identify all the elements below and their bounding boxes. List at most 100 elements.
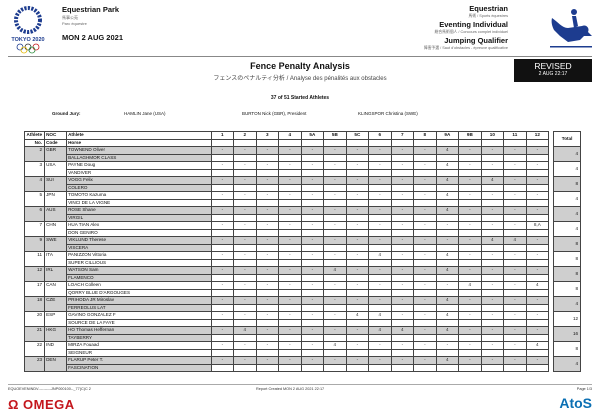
penalty-blank-cell bbox=[278, 258, 302, 267]
header-athlete-no-2: No. bbox=[24, 138, 45, 147]
penalty-blank-cell bbox=[323, 153, 347, 162]
penalty-cell: - bbox=[255, 311, 280, 320]
started-athletes: 37 of 51 Started Athletes bbox=[270, 95, 330, 101]
athlete-no: 23 bbox=[24, 356, 45, 372]
penalty-blank-cell bbox=[233, 363, 257, 372]
penalty-blank-cell bbox=[278, 213, 302, 222]
penalty-cell: - bbox=[413, 296, 437, 305]
penalty-cell: - bbox=[233, 206, 257, 215]
penalty-cell: - bbox=[255, 236, 280, 245]
penalty-cell: - bbox=[390, 311, 415, 320]
penalty-cell: - bbox=[323, 146, 347, 155]
omega-logo: Ω OMEGA bbox=[8, 397, 75, 412]
penalty-cell: 4 bbox=[435, 266, 460, 275]
penalty-cell: - bbox=[323, 161, 347, 170]
athlete-no: 22 bbox=[24, 341, 45, 357]
penalty-blank-cell bbox=[503, 273, 527, 282]
penalty-blank-cell bbox=[323, 198, 347, 207]
penalty-cell: - bbox=[255, 191, 280, 200]
penalty-blank-cell bbox=[278, 228, 302, 237]
penalty-blank-cell bbox=[345, 243, 370, 252]
penalty-blank-cell bbox=[503, 213, 527, 222]
noc-code: JPN bbox=[43, 191, 67, 207]
penalty-cell: - bbox=[503, 281, 527, 290]
penalty-blank-cell bbox=[345, 228, 370, 237]
penalty-cell: - bbox=[503, 146, 527, 155]
penalty-blank-cell bbox=[458, 333, 482, 342]
penalty-blank-cell bbox=[458, 363, 482, 372]
table-row-horse: COLERO bbox=[25, 183, 581, 192]
penalty-cell: - bbox=[480, 311, 505, 320]
penalty-cell: - bbox=[255, 251, 280, 260]
penalty-blank-cell bbox=[390, 213, 415, 222]
penalty-blank-cell bbox=[210, 288, 235, 297]
penalty-cell: - bbox=[210, 176, 235, 185]
penalty-cell: 4 bbox=[323, 266, 347, 275]
penalty-blank-cell bbox=[368, 198, 392, 207]
penalty-cell: - bbox=[210, 191, 235, 200]
penalty-cell: - bbox=[368, 191, 392, 200]
penalty-cell: - bbox=[233, 356, 257, 365]
table-row-horse: FERREOLUS LAT bbox=[25, 303, 581, 312]
penalty-blank-cell bbox=[278, 273, 302, 282]
penalty-blank-cell bbox=[480, 363, 505, 372]
penalty-blank-cell bbox=[390, 243, 415, 252]
penalty-cell: - bbox=[458, 311, 482, 320]
penalty-blank-cell bbox=[435, 348, 460, 357]
penalty-cell: - bbox=[368, 341, 392, 350]
penalty-blank-cell bbox=[300, 213, 325, 222]
header-noc-2: Code bbox=[43, 138, 67, 147]
penalty-blank-cell bbox=[413, 153, 437, 162]
penalty-blank-cell bbox=[345, 183, 370, 192]
penalty-cell: - bbox=[390, 146, 415, 155]
total-penalties: 8 bbox=[553, 176, 582, 192]
penalty-blank-cell bbox=[435, 183, 460, 192]
penalty-cell: - bbox=[255, 221, 280, 230]
header-obstacle: 12 bbox=[525, 131, 550, 140]
horse-name: VANDIVER bbox=[65, 168, 212, 177]
penalty-blank-cell bbox=[300, 333, 325, 342]
jury-member: BURTON Nick (GBR), President bbox=[242, 111, 307, 116]
penalty-cell: - bbox=[210, 326, 235, 335]
noc-code: CHN bbox=[43, 221, 67, 237]
penalty-cell: - bbox=[413, 236, 437, 245]
penalty-blank-cell bbox=[435, 333, 460, 342]
penalty-blank-cell bbox=[300, 273, 325, 282]
penalty-cell: - bbox=[210, 266, 235, 275]
penalty-cell: - bbox=[233, 221, 257, 230]
penalty-cell: 4 bbox=[368, 311, 392, 320]
penalty-blank-cell bbox=[413, 168, 437, 177]
penalty-cell: - bbox=[278, 311, 302, 320]
penalty-cell: - bbox=[368, 161, 392, 170]
table-row: 3 USA PAYNE Doug - - - - - - - - - -4- - - -4 bbox=[24, 161, 582, 177]
penalty-blank-cell bbox=[390, 318, 415, 327]
penalty-cell: 4 bbox=[435, 176, 460, 185]
tokyo-2020-emblem: TOKYO 2020 bbox=[10, 4, 46, 59]
penalty-blank-cell bbox=[458, 258, 482, 267]
penalty-blank-cell bbox=[390, 198, 415, 207]
penalty-cell: - bbox=[413, 311, 437, 320]
penalty-cell: - bbox=[368, 296, 392, 305]
penalty-blank-cell bbox=[525, 183, 550, 192]
athlete-name: TOMOTO Kazuma bbox=[65, 191, 212, 200]
header-obstacle: 5C bbox=[345, 131, 370, 140]
noc-code: CAN bbox=[43, 281, 67, 297]
penalty-cell: - bbox=[525, 176, 550, 185]
penalty-cell: 4 bbox=[435, 311, 460, 320]
penalty-blank-cell bbox=[210, 183, 235, 192]
penalty-cell: - bbox=[278, 161, 302, 170]
penalty-cell: - bbox=[345, 356, 370, 365]
table-row: 17 CAN LOACH Colleen - - - - - - - - - - -4- -4 8 bbox=[24, 281, 582, 297]
penalty-cell: - bbox=[300, 146, 325, 155]
penalty-cell: - bbox=[323, 311, 347, 320]
penalty-blank-cell bbox=[525, 258, 550, 267]
penalty-cell: - bbox=[233, 266, 257, 275]
penalty-cell: - bbox=[458, 191, 482, 200]
penalty-blank-cell bbox=[503, 258, 527, 267]
penalty-blank-cell bbox=[368, 288, 392, 297]
penalty-blank-cell bbox=[480, 183, 505, 192]
penalty-blank-cell bbox=[458, 198, 482, 207]
penalty-cell: - bbox=[390, 341, 415, 350]
penalty-blank-cell bbox=[480, 258, 505, 267]
penalty-blank-cell bbox=[255, 303, 280, 312]
